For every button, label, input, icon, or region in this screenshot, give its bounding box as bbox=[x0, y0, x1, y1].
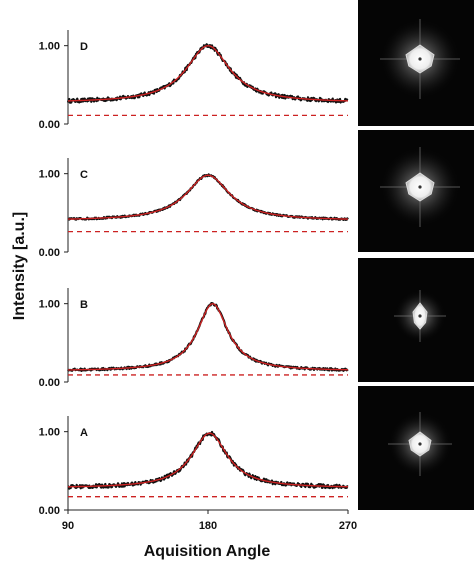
y-tick-label: 1.00 bbox=[39, 427, 60, 439]
y-tick-label: 0.00 bbox=[39, 119, 60, 131]
y-tick-label: 0.00 bbox=[39, 505, 60, 517]
beam-stop bbox=[418, 185, 422, 189]
y-tick-label: 1.00 bbox=[39, 41, 60, 53]
x-tick-label: 270 bbox=[339, 520, 357, 532]
panel-a: 0.00 1.00 A bbox=[39, 416, 349, 517]
panel-label: C bbox=[80, 169, 88, 181]
beam-stop bbox=[418, 57, 422, 61]
x-axis: 90 180 270 bbox=[62, 509, 357, 532]
x-tick-label: 90 bbox=[62, 520, 74, 532]
diffraction-image-a bbox=[358, 386, 474, 510]
y-tick-label: 1.00 bbox=[39, 299, 60, 311]
plot-panels: 0.00 1.00 D 0.00 1.00 C 0.00 1.00 B 0.00 1.00 A 90 18… bbox=[39, 30, 357, 532]
y-tick-label: 1.00 bbox=[39, 169, 60, 181]
panel-label: D bbox=[80, 41, 88, 53]
data-trace bbox=[66, 43, 349, 104]
panel-d: 0.00 1.00 D bbox=[39, 30, 349, 131]
diffraction-image-b bbox=[358, 258, 474, 382]
panel-c: 0.00 1.00 C bbox=[39, 158, 349, 259]
data-trace bbox=[67, 302, 349, 372]
diffraction-image-d bbox=[358, 0, 474, 126]
diffraction-images bbox=[358, 0, 474, 510]
fit-curve bbox=[68, 302, 349, 371]
data-trace bbox=[67, 430, 349, 490]
panel-label: A bbox=[80, 427, 88, 439]
fit-curve bbox=[67, 44, 349, 102]
panel-b: 0.00 1.00 B bbox=[39, 288, 349, 389]
y-axis-title: Intensity [a.u.] bbox=[11, 212, 28, 320]
y-tick-label: 0.00 bbox=[39, 377, 60, 389]
fit-curve bbox=[68, 174, 348, 220]
diffraction-image-c bbox=[358, 130, 474, 252]
y-tick-label: 0.00 bbox=[39, 247, 60, 259]
data-trace bbox=[67, 173, 349, 221]
x-axis-title: Aquisition Angle bbox=[144, 543, 271, 560]
beam-stop bbox=[418, 314, 422, 318]
beam-stop bbox=[418, 442, 422, 446]
x-tick-label: 180 bbox=[199, 520, 217, 532]
fit-curve bbox=[68, 432, 348, 488]
panel-label: B bbox=[80, 299, 88, 311]
